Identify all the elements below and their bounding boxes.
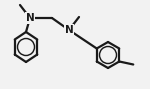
Text: N: N — [65, 25, 73, 35]
Text: N: N — [26, 13, 34, 23]
